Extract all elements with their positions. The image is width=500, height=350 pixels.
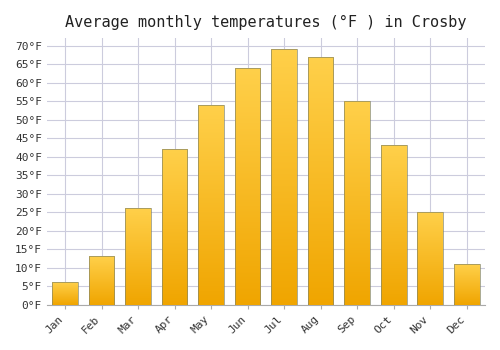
Bar (235, 68, 260, 304)
Bar (162, 149, 188, 304)
Bar (126, 208, 151, 304)
Bar (89, 257, 114, 304)
Bar (381, 146, 406, 304)
Bar (454, 264, 479, 304)
Bar (198, 105, 224, 304)
Title: Average monthly temperatures (°F ) in Crosby: Average monthly temperatures (°F ) in Cr… (65, 15, 466, 30)
Bar (344, 101, 370, 304)
Bar (272, 49, 297, 304)
Bar (308, 57, 334, 304)
Bar (418, 212, 443, 304)
Bar (52, 282, 78, 304)
